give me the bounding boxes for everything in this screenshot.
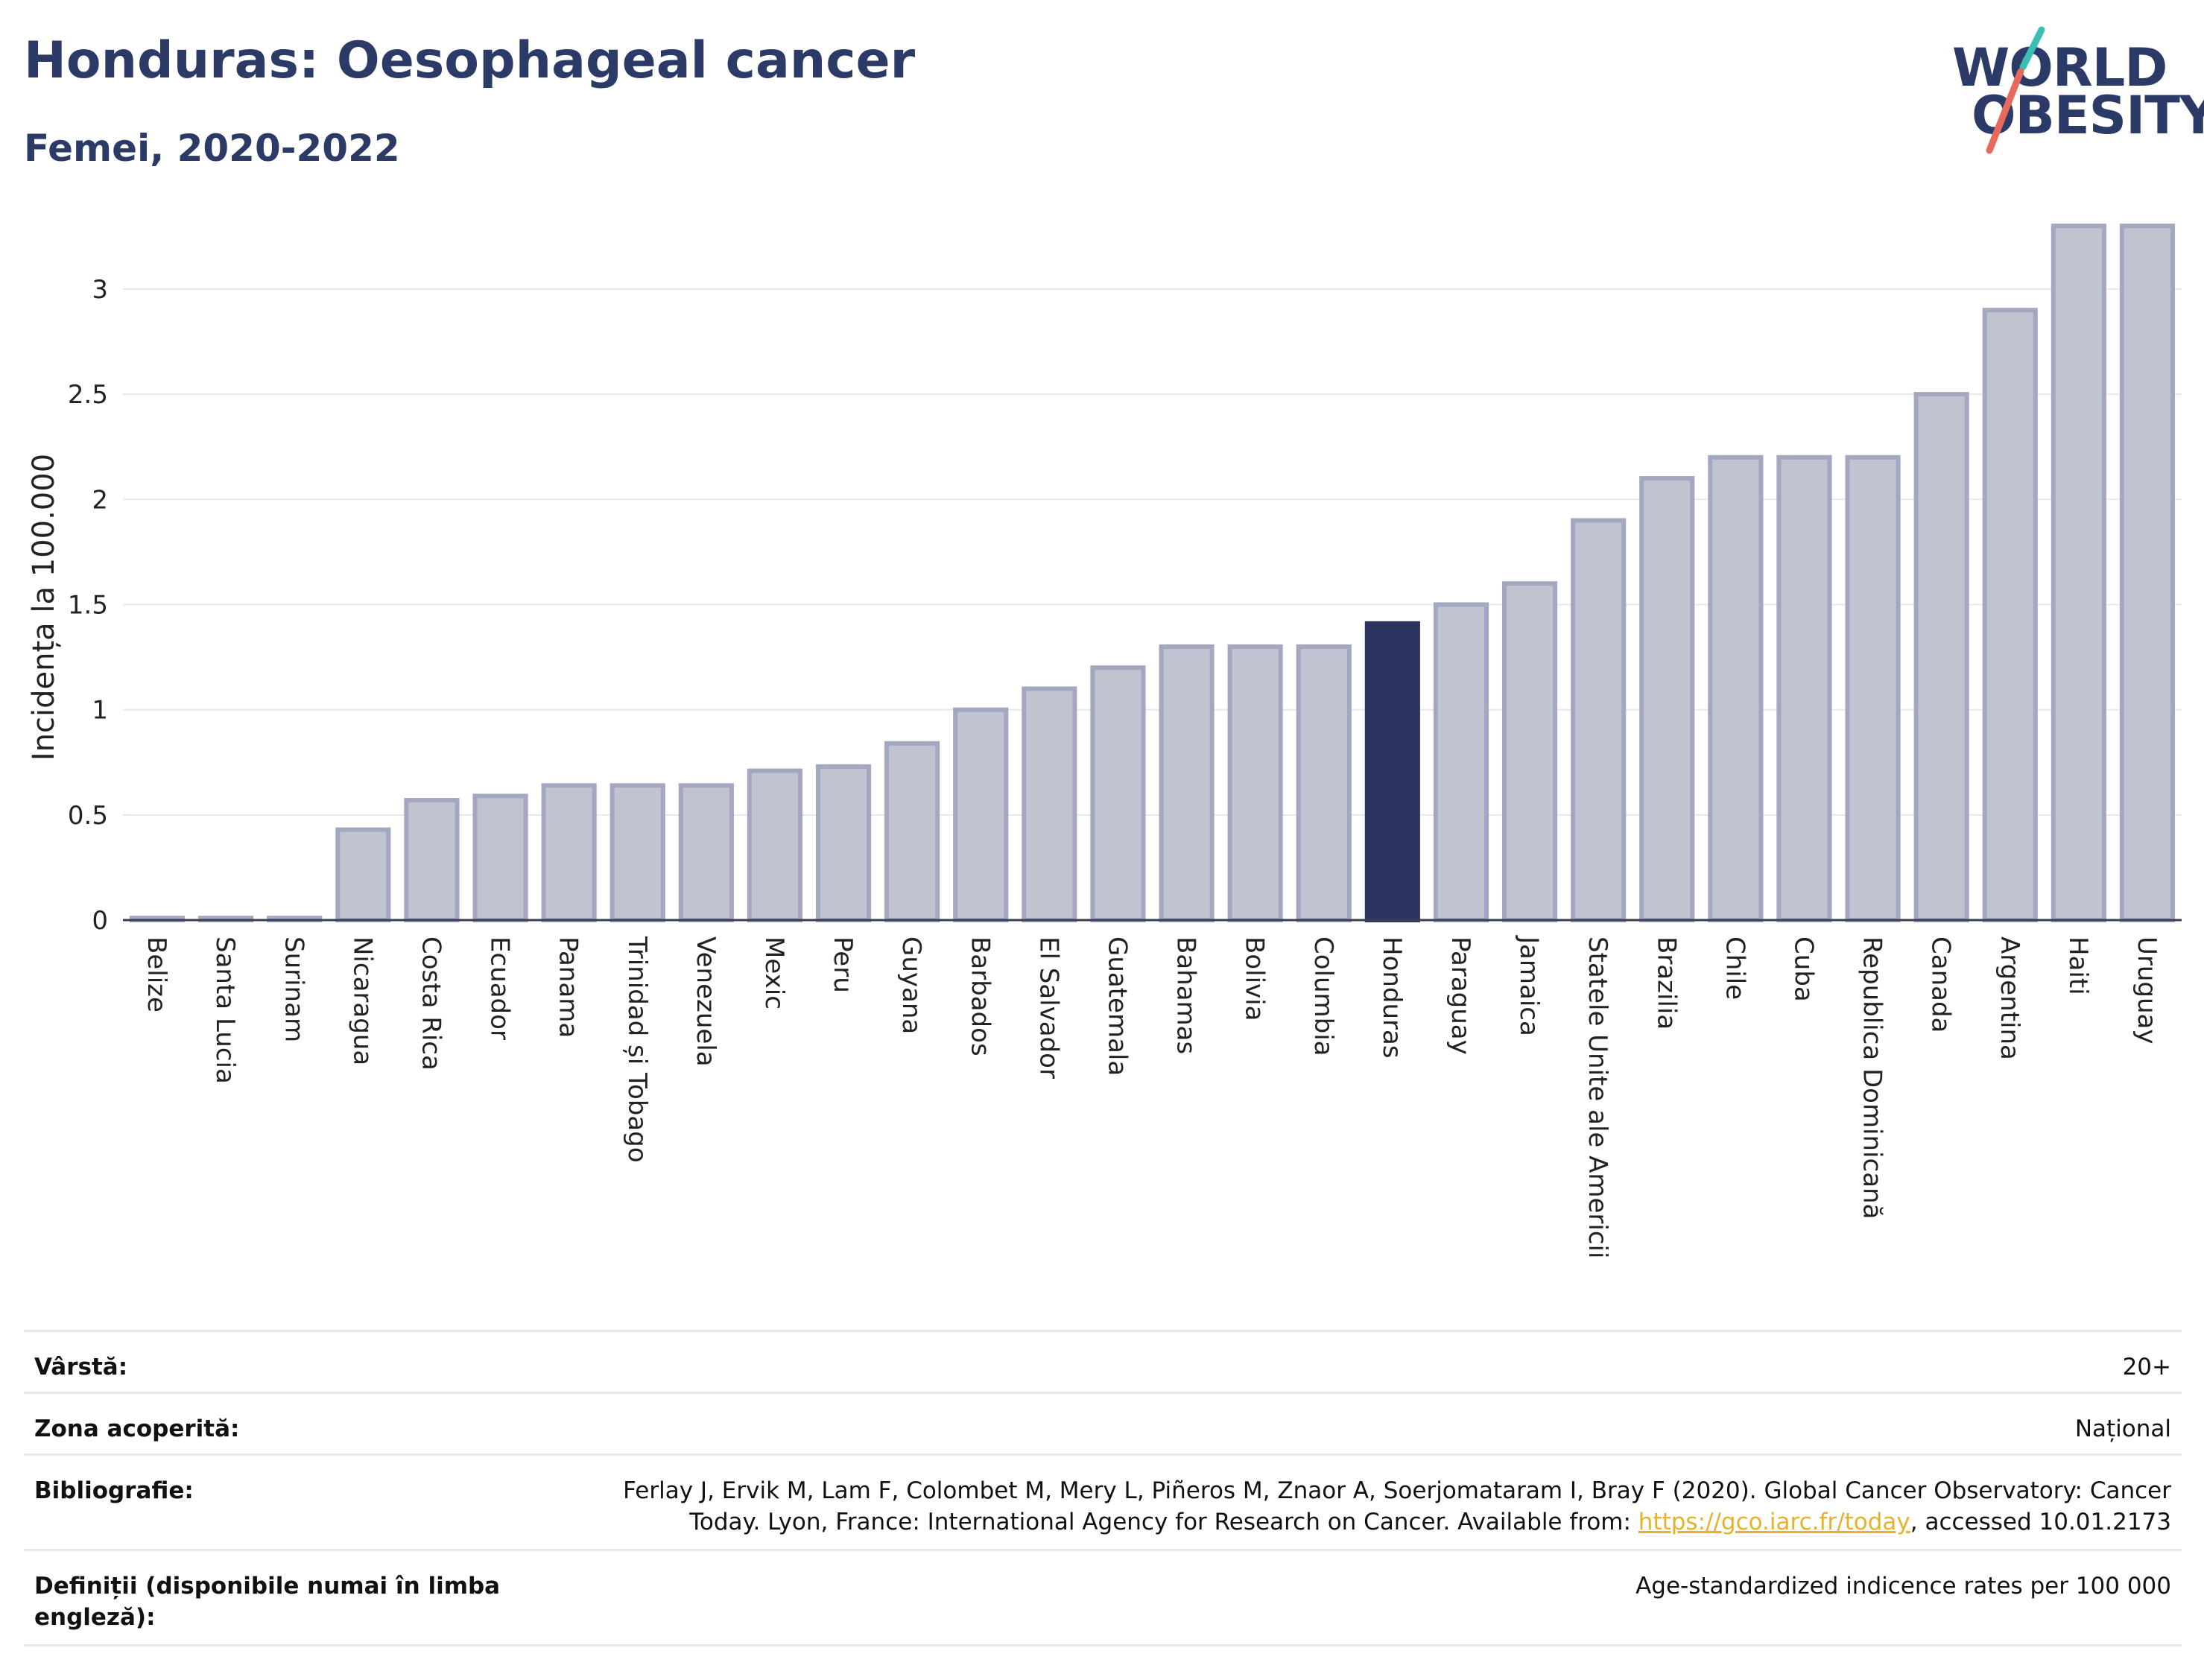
bar-canada	[1913, 392, 1969, 922]
bar-haiti	[2051, 224, 2106, 923]
x-tick-label: Mexic	[759, 936, 789, 1009]
y-tick-label: 0	[92, 906, 108, 936]
x-tick-label: Peru	[828, 936, 858, 993]
bibliography-text: Ferlay J, Ervik M, Lam F, Colombet M, Me…	[623, 1477, 2171, 1535]
x-tick-label: Costa Rica	[416, 936, 446, 1071]
bar-ecuador	[472, 793, 528, 922]
bar-uruguay	[2119, 224, 2176, 923]
x-tick-label: Uruguay	[2132, 936, 2162, 1045]
logo-slash-icon	[1986, 26, 2045, 154]
bar-republica-dominicană	[1845, 454, 1901, 922]
x-tick-label: Guyana	[896, 936, 926, 1034]
x-tick-label: Haiti	[2063, 936, 2093, 995]
x-tick-label: Panama	[554, 936, 583, 1038]
y-tick-label: 1	[92, 696, 108, 726]
x-tick-label: Trinidad și Tobago	[622, 936, 652, 1163]
x-tick-label: Paraguay	[1445, 936, 1475, 1055]
bar-nicaragua	[335, 827, 391, 923]
info-row-coverage: Zona acoperită: Național	[24, 1392, 2182, 1454]
bar-chile	[1708, 454, 1764, 922]
bar-peru	[815, 764, 872, 922]
info-row-definitions: Definiții (disponibile numai în limba en…	[24, 1549, 2182, 1646]
x-tick-label: Chile	[1720, 936, 1749, 1000]
x-tick-label: Ecuador	[485, 936, 515, 1040]
bar-guyana	[884, 741, 940, 923]
info-table: Vârstă: 20+ Zona acoperită: Național Bib…	[24, 1330, 2182, 1646]
coverage-value: Național	[2074, 1416, 2171, 1442]
x-tick-label: Bolivia	[1240, 936, 1270, 1021]
bar-barbados	[953, 707, 1009, 922]
x-tick-label: Cuba	[1788, 936, 1818, 1002]
coverage-label: Zona acoperită:	[34, 1416, 240, 1442]
bar-venezuela	[678, 783, 734, 923]
x-tick-label: Surinam	[279, 936, 308, 1042]
info-row-bibliography: Bibliografie: Ferlay J, Ervik M, Lam F, …	[24, 1454, 2182, 1549]
page-title: Honduras: Oesophageal cancer	[24, 31, 916, 90]
page-subtitle: Femei, 2020-2022	[24, 127, 400, 170]
y-tick-label: 2	[92, 485, 108, 515]
bar-panama	[541, 783, 597, 923]
x-tick-label: Guatemala	[1102, 936, 1132, 1076]
x-tick-label: Argentina	[1995, 936, 2024, 1060]
definitions-value: Age-standardized indicence rates per 100…	[1635, 1573, 2171, 1600]
bar-mexic	[747, 768, 803, 922]
bar-bolivia	[1227, 644, 1283, 922]
bar-columbia	[1296, 644, 1352, 922]
bibliography-link[interactable]: https://gco.iarc.fr/today	[1638, 1509, 1910, 1535]
x-tick-label: Bahamas	[1171, 936, 1201, 1054]
bar-trinidad-și-tobago	[609, 783, 665, 923]
x-tick-label: El Salvador	[1033, 936, 1063, 1079]
bar-statele-unite-ale-americii	[1571, 518, 1627, 922]
bar-chart: 0 0.5 1 1.5 2 2.5 3 Belize Santa Lucia Surinam Nic…	[27, 224, 2182, 1258]
info-row-age: Vârstă: 20+	[24, 1330, 2182, 1392]
x-tick-label: Honduras	[1377, 936, 1407, 1059]
bar-argentina	[1982, 308, 2038, 923]
world-obesity-logo: WORLD OBESITY	[1937, 22, 2204, 156]
bar-cuba	[1776, 454, 1832, 922]
x-tick-label: Republica Dominicană	[1858, 936, 1887, 1219]
bars-layer	[129, 224, 2176, 923]
bar-honduras	[1364, 621, 1420, 922]
x-tick-label: Santa Lucia	[210, 936, 240, 1084]
labels-layer: 0 0.5 1 1.5 2 2.5 3 Belize Santa Lucia Surinam Nic…	[68, 275, 2162, 1258]
age-label: Vârstă:	[34, 1354, 128, 1381]
x-tick-label: Brazilia	[1651, 936, 1681, 1030]
y-tick-label: 3	[92, 275, 108, 305]
x-tick-label: Barbados	[965, 936, 995, 1056]
x-tick-label: Columbia	[1308, 936, 1338, 1056]
bar-guatemala	[1090, 665, 1146, 922]
definitions-label: Definiții (disponibile numai în limba en…	[34, 1573, 501, 1631]
grid-layer	[123, 288, 2182, 816]
logo-line-1: WORLD	[1952, 37, 2167, 98]
bar-paraguay	[1433, 602, 1489, 922]
x-tick-label: Jamaica	[1514, 935, 1544, 1036]
x-tick-label: Statele Unite ale Americii	[1583, 936, 1612, 1258]
age-value: 20+	[2122, 1354, 2171, 1381]
x-tick-label: Venezuela	[691, 936, 721, 1067]
y-tick-label: 0.5	[68, 801, 108, 831]
bar-brazilia	[1639, 476, 1695, 922]
bibliography-accessed: , accessed 10.01.2173	[1910, 1509, 2171, 1535]
x-tick-label: Canada	[1926, 936, 1956, 1033]
y-axis-label: Incidența la 100.000	[27, 454, 61, 761]
y-tick-label: 1.5	[68, 590, 108, 620]
x-tick-label: Nicaragua	[347, 936, 377, 1065]
x-tick-label: Belize	[142, 936, 171, 1012]
bar-el-salvador	[1022, 686, 1077, 922]
bibliography-label: Bibliografie:	[34, 1477, 194, 1504]
y-tick-label: 2.5	[68, 380, 108, 410]
bar-jamaica	[1501, 581, 1558, 922]
bar-costa-rica	[404, 798, 460, 923]
bar-bahamas	[1159, 644, 1215, 922]
bibliography-value: Ferlay J, Ervik M, Lam F, Colombet M, Me…	[569, 1475, 2171, 1538]
